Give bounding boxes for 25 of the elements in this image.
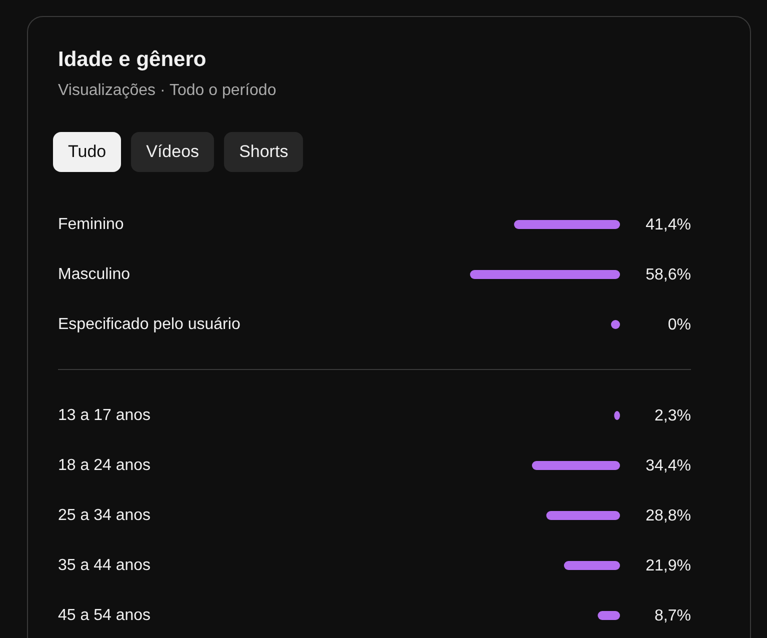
y-tick-label: 45 a 54 anos — [58, 607, 151, 624]
bar — [598, 611, 620, 620]
bar — [532, 461, 620, 470]
text: Idade e gênero — [58, 47, 208, 73]
data-label: 34,4% — [646, 458, 691, 474]
text: Vídeos — [131, 132, 214, 172]
y-tick-label: 13 a 17 anos — [58, 407, 151, 424]
data-label: 28,8% — [646, 508, 691, 524]
bar — [564, 561, 620, 570]
y-tick-label: Especificado pelo usuário — [58, 316, 240, 333]
data-label: 2,3% — [654, 408, 691, 424]
text: Tudo — [53, 132, 122, 172]
data-label: 58,6% — [646, 266, 691, 284]
bar — [546, 511, 620, 520]
y-tick-label: Masculino — [58, 266, 130, 283]
y-tick-label: 35 a 44 anos — [58, 557, 151, 574]
data-label: 21,9% — [646, 558, 691, 574]
y-tick-label: Feminino — [58, 216, 124, 233]
data-label: 41,4% — [646, 216, 691, 234]
text: Visualizações · Todo o período — [58, 81, 276, 101]
text: Shorts — [224, 132, 304, 172]
data-label: 8,7% — [654, 608, 691, 624]
y-tick-label: 25 a 34 anos — [58, 507, 151, 524]
data-label: 0% — [668, 316, 691, 334]
y-tick-label: 18 a 24 anos — [58, 457, 151, 474]
